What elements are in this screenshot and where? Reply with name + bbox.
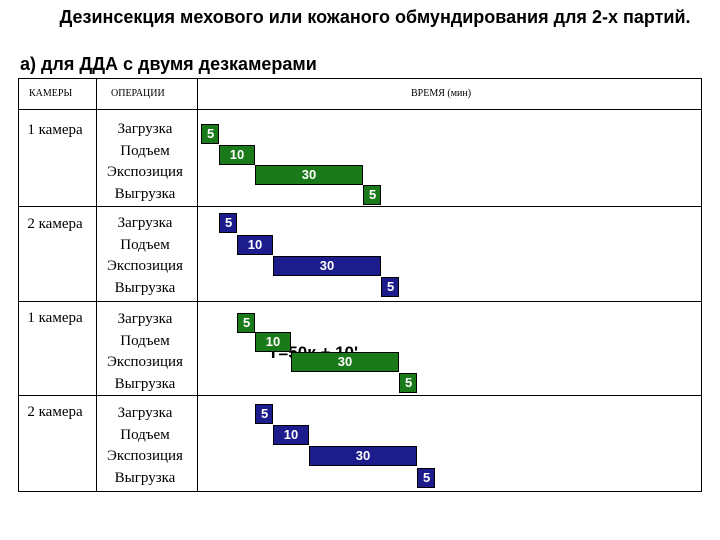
gantt-bar-label: 5 — [405, 375, 413, 390]
operations-list: Загрузка Подъем Экспозиция Выгрузка — [97, 403, 193, 489]
gantt-bar-label: 10 — [283, 427, 299, 442]
gantt-bar: 10 — [237, 235, 273, 255]
gantt-bar-label: 30 — [301, 167, 317, 182]
operation-exposure: Экспозиция — [107, 448, 183, 464]
camera-label: 1 камера — [27, 310, 83, 326]
subtitle: а) для ДДА с двумя дезкамерами — [20, 54, 317, 74]
gantt-bar: 10 — [255, 332, 291, 352]
operation-unload: Выгрузка — [114, 469, 176, 486]
header-cameras: КАМЕРЫ — [29, 88, 73, 99]
operation-load: Загрузка — [117, 311, 173, 327]
operation-lift: Подъем — [120, 332, 170, 349]
row-divider — [19, 301, 701, 302]
gantt-bar-label: 5 — [225, 215, 233, 230]
operation-load: Загрузка — [117, 215, 173, 231]
operation-unload: Выгрузка — [114, 279, 176, 296]
gantt-bar: 30 — [309, 446, 417, 466]
gantt-bar: 30 — [255, 165, 363, 185]
operation-lift: Подъем — [120, 426, 170, 443]
camera-label: 1 камера — [27, 122, 83, 138]
gantt-bar-label: 5 — [243, 315, 251, 330]
gantt-bar: 5 — [363, 185, 381, 205]
operation-lift: Подъем — [120, 236, 170, 253]
gantt-bar-label: 30 — [337, 354, 353, 369]
gantt-bar-label: 10 — [265, 334, 281, 349]
gantt-bar-label: 5 — [369, 187, 377, 202]
row-divider — [19, 206, 701, 207]
header-operations: ОПЕРАЦИИ — [111, 88, 165, 99]
operation-exposure: Экспозиция — [107, 354, 183, 370]
gantt-bar: 10 — [273, 425, 309, 445]
gantt-bar-label: 30 — [355, 448, 371, 463]
gantt-bar: 10 — [219, 145, 255, 165]
gantt-bar-label: 10 — [247, 237, 263, 252]
gantt-bar: 30 — [291, 352, 399, 372]
header-divider — [19, 109, 701, 110]
operation-unload: Выгрузка — [114, 375, 176, 392]
gantt-bar-label: 5 — [261, 406, 269, 421]
gantt-bar-label: 5 — [207, 126, 215, 141]
operation-lift: Подъем — [120, 142, 170, 159]
operation-exposure: Экспозиция — [107, 258, 183, 274]
gantt-bar: 5 — [201, 124, 219, 144]
operation-unload: Выгрузка — [114, 185, 176, 202]
camera-label: 2 камера — [27, 216, 83, 232]
operation-load: Загрузка — [117, 121, 173, 137]
operations-list: Загрузка Подъем Экспозиция Выгрузка — [97, 213, 193, 299]
gantt-bar-label: 30 — [319, 258, 335, 273]
gantt-bar: 5 — [237, 313, 255, 333]
row-divider — [19, 395, 701, 396]
gantt-bar: 5 — [417, 468, 435, 488]
gantt-bar: 5 — [399, 373, 417, 393]
operations-list: Загрузка Подъем Экспозиция Выгрузка — [97, 309, 193, 395]
column-divider — [96, 79, 97, 491]
schedule-table: КАМЕРЫ ОПЕРАЦИИ ВРЕМЯ (мин) 1 камера Заг… — [18, 78, 702, 492]
gantt-bar: 5 — [255, 404, 273, 424]
gantt-bar-label: 5 — [387, 279, 395, 294]
page-title: Дезинсекция мехового или кожаного обмунд… — [59, 7, 691, 27]
gantt-bar-label: 5 — [423, 470, 431, 485]
operation-load: Загрузка — [117, 405, 173, 421]
camera-label: 2 камера — [27, 404, 83, 420]
gantt-bar: 5 — [381, 277, 399, 297]
gantt-bar: 30 — [273, 256, 381, 276]
operation-exposure: Экспозиция — [107, 164, 183, 180]
gantt-bar: 5 — [219, 213, 237, 233]
column-divider — [197, 79, 198, 491]
gantt-bar-label: 10 — [229, 147, 245, 162]
header-time: ВРЕМЯ (мин) — [411, 88, 472, 99]
operations-list: Загрузка Подъем Экспозиция Выгрузка — [97, 119, 193, 205]
